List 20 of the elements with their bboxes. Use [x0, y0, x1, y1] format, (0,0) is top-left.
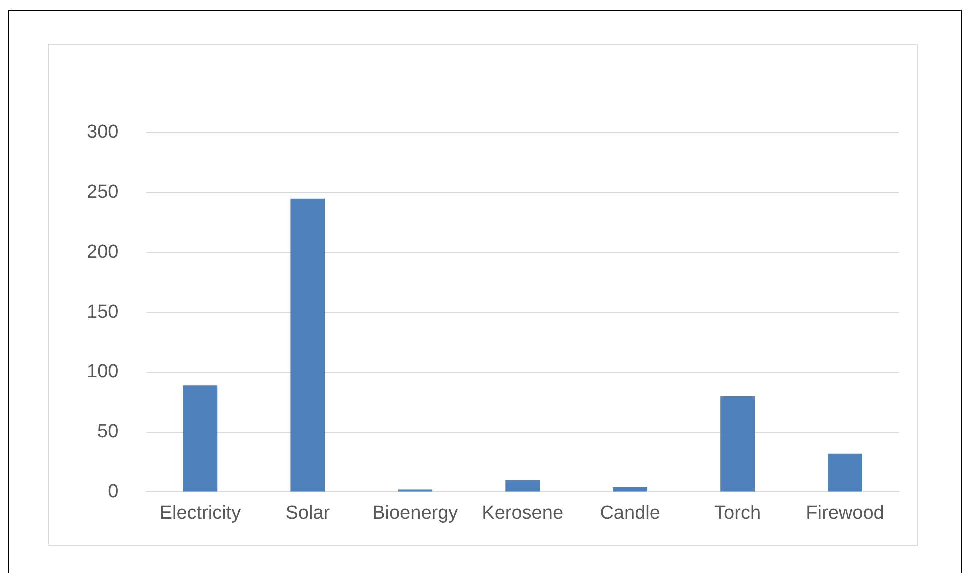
- y-tick-label: 300: [87, 122, 119, 144]
- y-tick-label: 50: [98, 422, 119, 443]
- bar: [828, 454, 862, 492]
- bar: [506, 480, 540, 492]
- x-tick-label: Solar: [286, 502, 331, 524]
- x-tick-label: Kerosene: [482, 502, 564, 524]
- x-tick-label: Electricity: [160, 502, 242, 524]
- y-tick-label: 150: [87, 302, 119, 323]
- bar: [613, 487, 648, 492]
- bar: [290, 198, 326, 492]
- bar: [720, 396, 755, 492]
- y-tick-label: 250: [87, 182, 119, 204]
- y-tick-label: 200: [87, 242, 119, 263]
- y-tick-label: 0: [108, 481, 119, 502]
- x-tick-label: Firewood: [806, 502, 884, 524]
- x-tick-label: Torch: [714, 502, 762, 524]
- x-tick-label: Candle: [600, 502, 660, 524]
- x-tick-label: Bioenergy: [372, 502, 459, 524]
- y-tick-label: 100: [87, 362, 119, 383]
- bar: [183, 386, 218, 492]
